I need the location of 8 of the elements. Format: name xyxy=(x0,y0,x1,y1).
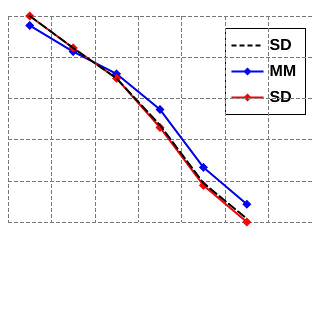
legend-label: MM xyxy=(270,63,296,80)
point xyxy=(198,162,208,172)
point xyxy=(242,200,252,209)
point xyxy=(156,105,164,114)
legend-label: SD xyxy=(270,89,292,106)
point xyxy=(242,218,252,226)
point xyxy=(25,20,34,30)
legend-label: SD xyxy=(270,37,292,54)
